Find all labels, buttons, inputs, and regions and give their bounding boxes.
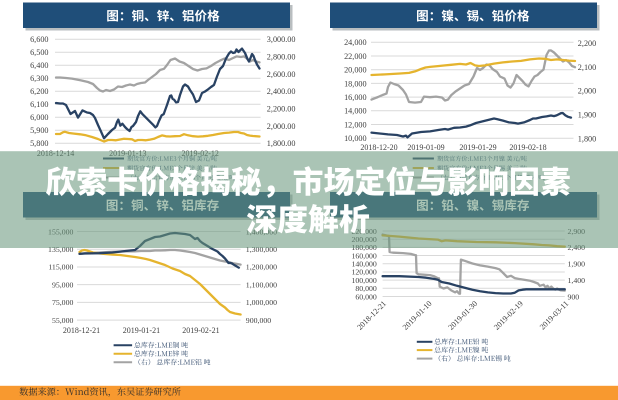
svg-text:22,000: 22,000 <box>344 52 367 61</box>
svg-text:6,400: 6,400 <box>30 61 48 70</box>
svg-text:10,000: 10,000 <box>344 134 367 143</box>
svg-text:100,000: 100,000 <box>351 276 376 285</box>
svg-text:1,400: 1,400 <box>568 276 586 285</box>
svg-text:135,000: 135,000 <box>48 245 73 254</box>
svg-text:80,000: 80,000 <box>355 284 377 293</box>
svg-text:1,200,000: 1,200,000 <box>246 263 277 272</box>
svg-text:2019-02-21: 2019-02-21 <box>182 326 219 335</box>
svg-text:14,000: 14,000 <box>344 107 367 116</box>
svg-text:2,000.00: 2,000.00 <box>267 122 296 131</box>
svg-text:12,000: 12,000 <box>344 120 367 129</box>
svg-text:55,000: 55,000 <box>52 316 74 325</box>
svg-text:6,600: 6,600 <box>30 35 48 44</box>
svg-text:2019-01-29: 2019-01-29 <box>459 143 496 152</box>
svg-text:95,000: 95,000 <box>52 280 74 289</box>
svg-text:900,000: 900,000 <box>246 316 271 325</box>
svg-text:115,000: 115,000 <box>48 263 73 272</box>
svg-text:160,000: 160,000 <box>351 251 376 260</box>
svg-text:2,000: 2,000 <box>578 87 596 96</box>
svg-text:6,500: 6,500 <box>30 48 48 57</box>
svg-text:2018-12-21: 2018-12-21 <box>63 326 100 335</box>
svg-text:5,900: 5,900 <box>30 126 48 135</box>
svg-text:2018-12-20: 2018-12-20 <box>360 143 397 152</box>
svg-text:5,800: 5,800 <box>30 139 48 148</box>
svg-text:6,100: 6,100 <box>30 100 48 109</box>
svg-text:2,200.00: 2,200.00 <box>267 104 296 113</box>
svg-text:900: 900 <box>568 292 580 301</box>
svg-text:20,000: 20,000 <box>344 66 367 75</box>
svg-text:120,000: 120,000 <box>351 268 376 277</box>
svg-text:1,800.00: 1,800.00 <box>267 139 296 148</box>
svg-text:2019-02-18: 2019-02-18 <box>509 143 546 152</box>
svg-text:60,000: 60,000 <box>355 292 377 301</box>
svg-text:1,300,000: 1,300,000 <box>246 245 277 254</box>
svg-text:2,400.00: 2,400.00 <box>267 87 296 96</box>
svg-text:1,900: 1,900 <box>578 111 596 120</box>
svg-text:75,000: 75,000 <box>52 298 74 307</box>
svg-text:18,000: 18,000 <box>344 79 367 88</box>
svg-text:2019-01-21: 2019-01-21 <box>123 326 160 335</box>
svg-text:2,600.00: 2,600.00 <box>267 70 296 79</box>
svg-text:2,100: 2,100 <box>578 63 596 72</box>
svg-text:1,100,000: 1,100,000 <box>246 280 277 289</box>
svg-text:140,000: 140,000 <box>351 260 376 269</box>
svg-text:24,000: 24,000 <box>344 38 367 47</box>
svg-text:6,200: 6,200 <box>30 87 48 96</box>
svg-text:16,000: 16,000 <box>344 93 367 102</box>
svg-text:2,800.00: 2,800.00 <box>267 52 296 61</box>
svg-text:1,900: 1,900 <box>568 260 586 269</box>
svg-text:2,200: 2,200 <box>578 39 596 48</box>
svg-text:6,300: 6,300 <box>30 74 48 83</box>
svg-text:1,000,000: 1,000,000 <box>246 298 277 307</box>
svg-text:2019-01-09: 2019-01-09 <box>407 143 444 152</box>
svg-text:1,800: 1,800 <box>578 135 596 144</box>
svg-text:3,000.00: 3,000.00 <box>267 35 296 44</box>
svg-text:6,000: 6,000 <box>30 113 48 122</box>
